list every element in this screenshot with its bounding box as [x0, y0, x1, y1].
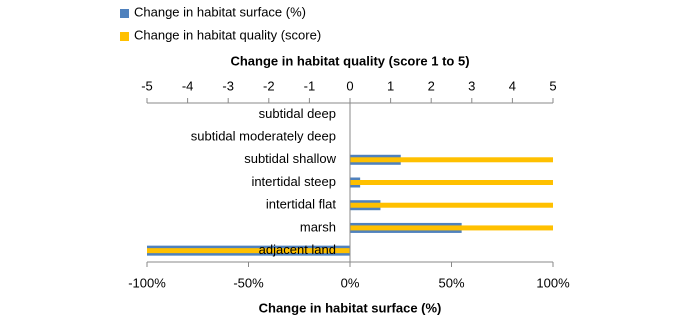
x2-tick-label: 1: [387, 78, 394, 93]
legend-label: Change in habitat quality (score): [134, 27, 321, 42]
category-label: intertidal flat: [266, 197, 336, 212]
category-label: adjacent land: [259, 242, 336, 257]
x-tick-label: 50%: [438, 275, 464, 290]
x2-tick-label: -1: [304, 78, 316, 93]
x-tick-label: 0%: [341, 275, 360, 290]
bar: [350, 225, 553, 231]
category-label: intertidal steep: [251, 174, 336, 189]
category-label: subtidal shallow: [244, 151, 336, 166]
legend-swatch: [120, 9, 129, 18]
category-label: subtidal moderately deep: [191, 129, 336, 144]
x2-axis-title: Change in habitat quality (score 1 to 5): [230, 53, 469, 68]
x-tick-label: 100%: [536, 275, 570, 290]
x-tick-label: -50%: [233, 275, 264, 290]
x2-tick-label: -5: [141, 78, 153, 93]
x2-tick-label: 3: [468, 78, 475, 93]
legend-label: Change in habitat surface (%): [134, 4, 306, 19]
x2-tick-label: -4: [182, 78, 194, 93]
bar: [350, 202, 553, 208]
category-label: subtidal deep: [259, 106, 336, 121]
x2-tick-label: 2: [428, 78, 435, 93]
x2-tick-label: 5: [549, 78, 556, 93]
x-tick-label: -100%: [128, 275, 166, 290]
bar: [350, 157, 553, 163]
bar: [350, 180, 553, 185]
x2-tick-label: -2: [263, 78, 275, 93]
bar: [147, 248, 350, 254]
x2-tick-label: 4: [509, 78, 516, 93]
category-label: marsh: [300, 219, 336, 234]
x2-tick-label: -3: [222, 78, 234, 93]
legend-swatch: [120, 32, 129, 41]
x2-tick-label: 0: [346, 78, 353, 93]
x-axis-title: Change in habitat surface (%): [259, 300, 442, 315]
